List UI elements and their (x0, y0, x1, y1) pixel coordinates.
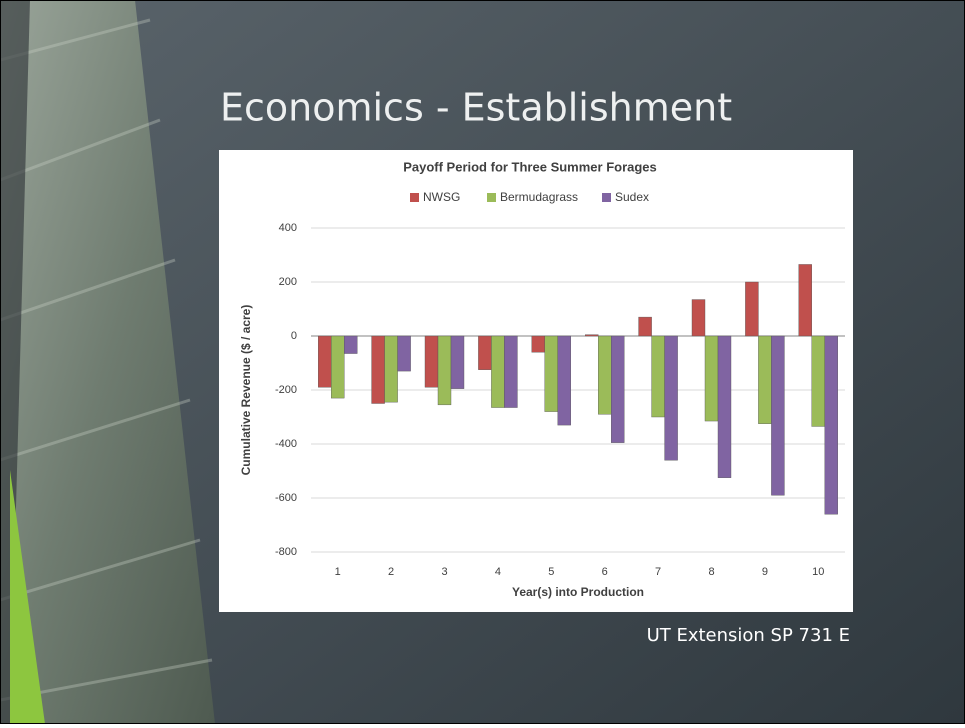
legend-label: NWSG (423, 190, 460, 204)
bar (825, 336, 838, 514)
y-tick-label: -800 (275, 546, 297, 558)
bar (771, 336, 784, 495)
bar (639, 317, 652, 336)
bar (451, 336, 464, 389)
bar (545, 336, 558, 412)
slide: Economics - Establishment Payoff Period … (0, 0, 965, 724)
x-tick-label: 4 (495, 566, 501, 578)
x-tick-label: 2 (388, 566, 394, 578)
bar (718, 336, 731, 478)
bar (344, 336, 357, 354)
bar (745, 282, 758, 336)
legend-label: Sudex (615, 190, 649, 204)
bar (812, 336, 825, 426)
bar (385, 336, 398, 402)
chart-title: Payoff Period for Three Summer Forages (403, 159, 657, 174)
x-tick-label: 9 (762, 566, 768, 578)
bar (758, 336, 771, 424)
bar (692, 300, 705, 336)
bar (504, 336, 517, 408)
bar (478, 336, 491, 370)
bar (611, 336, 624, 443)
x-tick-label: 8 (708, 566, 714, 578)
x-tick-label: 3 (441, 566, 447, 578)
bar (532, 336, 545, 352)
bar (331, 336, 344, 398)
x-tick-label: 1 (335, 566, 341, 578)
bar (438, 336, 451, 405)
source-note: UT Extension SP 731 E (647, 625, 850, 646)
bar (598, 336, 611, 414)
y-tick-label: -600 (275, 492, 297, 504)
y-tick-label: 0 (291, 330, 297, 342)
y-tick-label: 200 (279, 276, 297, 288)
legend-swatch (410, 193, 419, 202)
chart-area (219, 150, 853, 612)
x-axis-title: Year(s) into Production (512, 585, 644, 599)
bar (558, 336, 571, 425)
bar (425, 336, 438, 387)
legend-swatch (487, 193, 496, 202)
bar (491, 336, 504, 408)
y-tick-label: -200 (275, 384, 297, 396)
x-tick-label: 10 (812, 566, 824, 578)
bar (398, 336, 411, 371)
x-tick-label: 6 (602, 566, 608, 578)
x-tick-label: 5 (548, 566, 554, 578)
y-tick-label: -400 (275, 438, 297, 450)
bar (318, 336, 331, 387)
legend-label: Bermudagrass (500, 190, 578, 204)
bar (585, 335, 598, 336)
bar (372, 336, 385, 404)
x-tick-label: 7 (655, 566, 661, 578)
slide-title: Economics - Establishment (220, 86, 732, 130)
page: Economics - Establishment Payoff Period … (0, 0, 965, 724)
y-axis-title: Cumulative Revenue ($ / acre) (239, 305, 253, 476)
bar (665, 336, 678, 460)
bar (705, 336, 718, 421)
bar (799, 264, 812, 336)
y-tick-label: 400 (279, 222, 297, 234)
bar (652, 336, 665, 417)
legend-swatch (602, 193, 611, 202)
